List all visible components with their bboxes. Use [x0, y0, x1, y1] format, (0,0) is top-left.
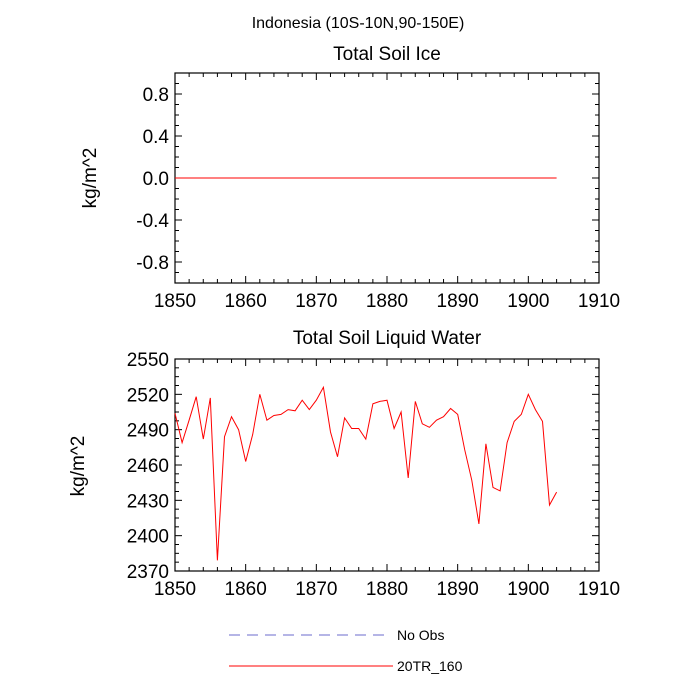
y-axis-label: kg/m^2: [80, 148, 101, 209]
x-tick-labels: 1850 1860 1870 1880 1890 1900 1910: [154, 579, 620, 600]
y-axis-label: kg/m^2: [68, 436, 89, 497]
y-tick-label: 2460: [127, 456, 169, 477]
y-tick-label: 0.8: [143, 85, 169, 106]
x-tick-label: 1870: [295, 579, 337, 600]
x-tick-label: 1890: [437, 291, 479, 312]
x-tick-label: 1890: [437, 579, 479, 600]
y-tick-label: 2370: [127, 562, 169, 583]
y-tick-label: 2430: [127, 491, 169, 512]
legend-label-no-obs: No Obs: [397, 627, 444, 643]
y-tick-label: 0.4: [143, 127, 170, 148]
y-tick-label: -0.4: [136, 211, 169, 232]
x-tick-label: 1910: [578, 579, 620, 600]
x-tick-label: 1850: [154, 579, 196, 600]
x-tick-label: 1860: [225, 579, 267, 600]
x-tick-label: 1850: [154, 291, 196, 312]
y-tick-labels: 2370 2400 2430 2460 2490 2520 2550: [127, 350, 169, 583]
x-tick-label: 1900: [507, 579, 549, 600]
chart-title: Total Soil Liquid Water: [293, 328, 482, 349]
y-tick-label: 2490: [127, 421, 169, 442]
chart-total-soil-liquid-water: Total Soil Liquid Water kg/m^2 1850 1860 1…: [68, 328, 620, 600]
y-tick-label: 2520: [127, 385, 169, 406]
x-tick-label: 1900: [507, 291, 549, 312]
plot-frame: [174, 358, 600, 572]
x-tick-label: 1870: [295, 291, 337, 312]
figure-title: Indonesia (10S-10N,90-150E): [252, 15, 465, 32]
x-tick-label: 1910: [578, 291, 620, 312]
legend: No Obs 20TR_160: [229, 627, 463, 674]
series-line-20tr-160: [174, 385, 558, 561]
y-tick-labels: -0.8 -0.4 0.0 0.4 0.8: [136, 85, 169, 274]
y-tick-label: -0.8: [136, 253, 169, 274]
legend-label-20tr-160: 20TR_160: [397, 658, 463, 674]
y-tick-label: 0.0: [143, 169, 169, 190]
tick-marks: [174, 358, 600, 572]
x-tick-label: 1860: [225, 291, 267, 312]
x-tick-label: 1880: [366, 291, 408, 312]
chart-title: Total Soil Ice: [333, 44, 441, 65]
y-tick-label: 2550: [127, 350, 169, 371]
x-tick-labels: 1850 1860 1870 1880 1890 1900 1910: [154, 291, 620, 312]
series-group: [174, 385, 558, 561]
x-tick-label: 1880: [366, 579, 408, 600]
y-tick-label: 2400: [127, 527, 169, 548]
chart-total-soil-ice: Total Soil Ice kg/m^2 1850 1860 1870 1880 18…: [80, 44, 620, 312]
